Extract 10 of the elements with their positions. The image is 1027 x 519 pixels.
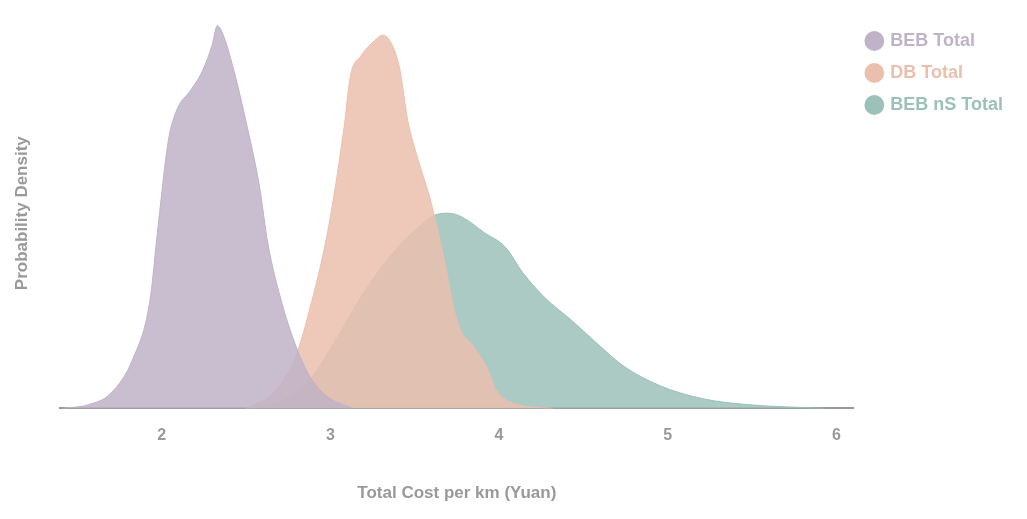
x-tick-label: 6 [832, 426, 842, 444]
y-axis-title: Probability Density [11, 135, 31, 291]
x-tick-label: 2 [157, 426, 167, 444]
legend-label: BEB Total [890, 29, 975, 50]
x-tick-label: 3 [325, 426, 335, 444]
x-tick-label: 5 [663, 426, 673, 444]
x-tick-label: 4 [494, 426, 504, 444]
legend-label: DB Total [890, 61, 963, 82]
legend-label: BEB nS Total [890, 93, 1003, 114]
x-axis-title: Total Cost per km (Yuan) [357, 483, 557, 503]
